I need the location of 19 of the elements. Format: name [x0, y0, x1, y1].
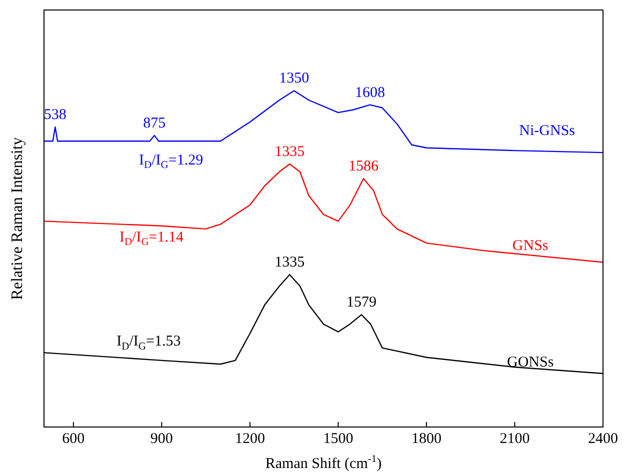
x-tick-label: 1800 [411, 430, 442, 447]
annotation: 1335 [274, 144, 305, 160]
x-tick-label: 1200 [234, 430, 265, 447]
x-tick-label: 1500 [323, 430, 354, 447]
series-label: GONSs [506, 354, 554, 371]
annotation: 1579 [346, 294, 376, 311]
series-label: Ni-GNSs [519, 123, 576, 140]
series-label: GNSs [512, 238, 548, 254]
y-axis-title: Relative Raman Intensity [9, 137, 26, 300]
annotation: 1350 [279, 70, 310, 87]
annotation: 1608 [354, 84, 385, 101]
annotation: 1335 [274, 254, 305, 271]
annotation: 538 [44, 107, 66, 124]
x-tick-label: 600 [62, 430, 85, 447]
annotation: 875 [143, 115, 166, 132]
x-tick-label: 900 [150, 430, 173, 447]
x-tick-label: 2100 [500, 430, 530, 447]
x-tick-label: 2400 [588, 430, 618, 447]
annotation: 1586 [348, 158, 380, 174]
